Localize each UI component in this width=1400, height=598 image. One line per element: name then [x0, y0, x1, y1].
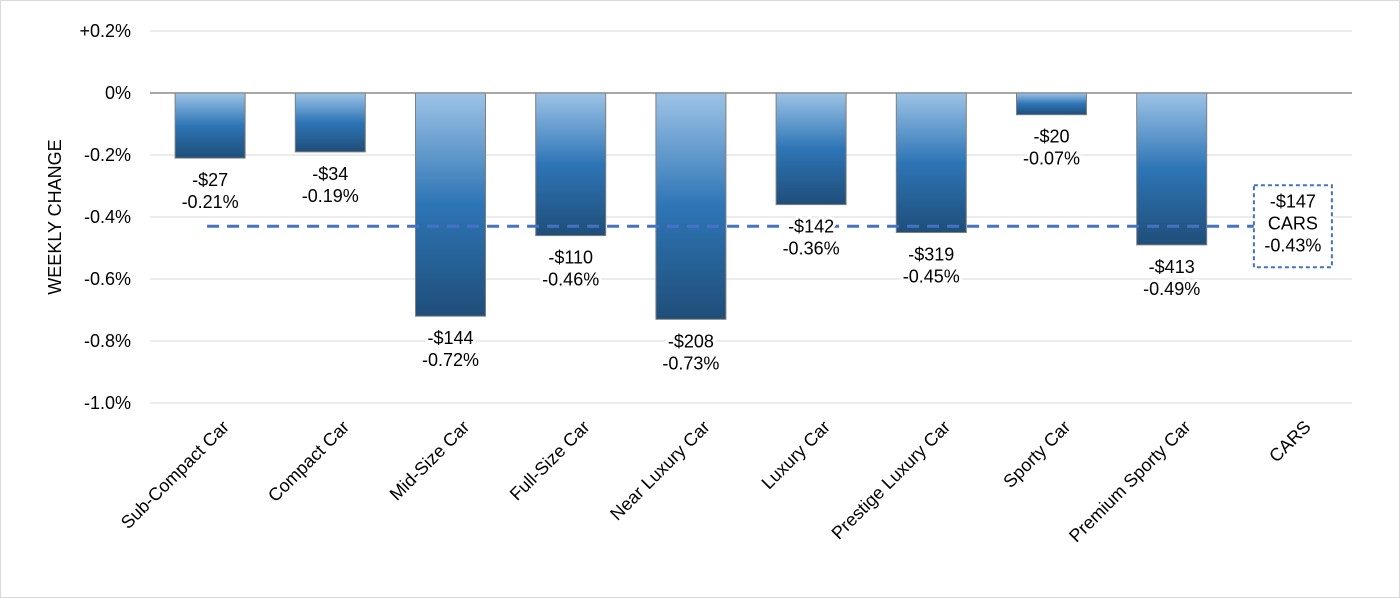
bar-percent-label: -0.21% — [182, 192, 239, 212]
data-labels: -$27-0.21%-$34-0.19%-$144-0.72%-$110-0.4… — [179, 124, 1204, 377]
bar-percent-label: -0.72% — [422, 350, 479, 370]
y-tick-label: -1.0% — [84, 393, 131, 413]
bar-dollar-label: -$142 — [788, 217, 834, 237]
y-tick-label: -0.4% — [84, 207, 131, 227]
reference-label-line: CARS — [1268, 213, 1318, 233]
bar-dollar-label: -$319 — [908, 245, 954, 265]
bar-dollar-label: -$20 — [1033, 127, 1069, 147]
bar-dollar-label: -$110 — [548, 248, 593, 268]
reference-label-box — [1252, 184, 1333, 269]
bar — [415, 92, 486, 317]
x-category-label: Sporty Car — [999, 417, 1074, 492]
x-category-label: Premium Sporty Car — [1065, 417, 1194, 546]
bar-percent-label: -0.49% — [1143, 279, 1200, 299]
reference-label-line: -0.43% — [1264, 235, 1321, 255]
x-category-label: Prestige Luxury Car — [828, 417, 955, 544]
y-tick-label: 0% — [105, 83, 131, 103]
bar-percent-label: -0.73% — [662, 353, 719, 373]
y-axis-title: WEEKLY CHANGE — [45, 139, 65, 294]
bar-dollar-label: -$208 — [668, 331, 714, 351]
bar-dollar-label: -$34 — [312, 164, 348, 184]
y-tick-label: -0.2% — [84, 145, 131, 165]
bar-percent-label: -0.45% — [903, 267, 960, 287]
bar — [535, 92, 607, 237]
y-axis-ticks: +0.2% 0% -0.2% -0.4% -0.6% -0.8% -1.0% — [79, 21, 131, 413]
y-tick-label: -0.8% — [84, 331, 131, 351]
x-category-label: Compact Car — [264, 417, 353, 506]
x-category-label: Sub-Compact Car — [117, 417, 233, 533]
bar — [294, 92, 366, 153]
bar — [895, 92, 967, 233]
bar-percent-label: -0.46% — [542, 270, 599, 290]
x-category-label: CARS — [1265, 417, 1315, 467]
y-tick-label: +0.2% — [79, 21, 131, 41]
bar — [174, 92, 246, 159]
y-tick-label: -0.6% — [84, 269, 131, 289]
bar — [1016, 92, 1087, 116]
bar-percent-label: -0.07% — [1023, 149, 1080, 169]
category-labels: Sub-Compact Car Compact Car Mid-Size Car Fu… — [117, 417, 1315, 546]
bar-dollar-label: -$413 — [1149, 257, 1195, 277]
bars — [174, 92, 1208, 320]
reference-label-line: -$147 — [1270, 191, 1316, 211]
x-category-label: Mid-Size Car — [386, 417, 474, 505]
bar — [655, 92, 727, 320]
bar — [775, 92, 847, 206]
x-category-label: Full-Size Car — [506, 417, 594, 505]
bar-percent-label: -0.36% — [783, 239, 840, 259]
bar-percent-label: -0.19% — [302, 186, 359, 206]
bar-dollar-label: -$144 — [427, 328, 473, 348]
bar-dollar-label: -$27 — [192, 170, 228, 190]
bar — [1136, 92, 1208, 246]
x-category-label: Near Luxury Car — [606, 417, 714, 525]
x-category-label: Luxury Car — [758, 417, 834, 493]
